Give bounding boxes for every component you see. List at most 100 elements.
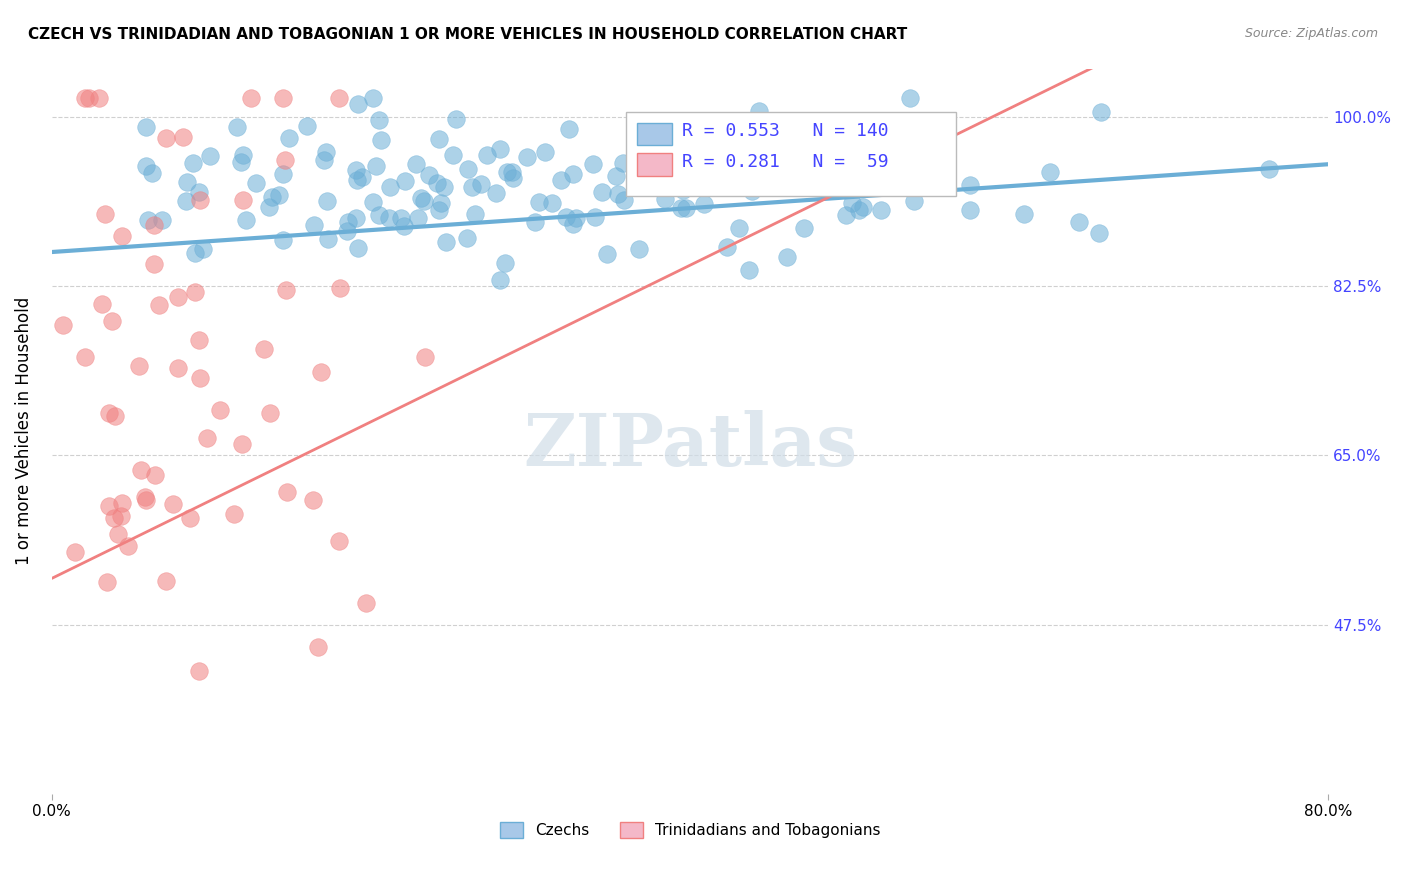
Point: [612, 156, 634, 170]
Point: [172, 130, 194, 145]
Point: [103, 511, 125, 525]
Point: [852, 200, 875, 214]
Point: [257, 200, 280, 214]
Point: [527, 194, 550, 209]
Point: [208, 403, 231, 417]
Point: [232, 148, 254, 162]
Point: [188, 334, 211, 348]
Point: [464, 207, 486, 221]
Point: [75, 90, 97, 104]
Point: [271, 233, 294, 247]
Point: [135, 159, 157, 173]
Point: [683, 157, 706, 171]
Point: [344, 211, 367, 225]
Point: [495, 165, 517, 179]
Point: [430, 196, 453, 211]
Point: [235, 212, 257, 227]
Point: [1039, 164, 1062, 178]
Point: [302, 218, 325, 232]
Point: [52, 318, 75, 332]
Point: [87, 90, 110, 104]
Point: [245, 176, 267, 190]
Point: [350, 169, 373, 184]
Point: [239, 90, 262, 104]
Point: [627, 242, 650, 256]
Point: [198, 148, 221, 162]
Point: [737, 263, 759, 277]
Point: [561, 167, 583, 181]
Point: [134, 490, 156, 504]
Point: [841, 196, 863, 211]
Point: [533, 145, 555, 160]
Point: [97, 406, 120, 420]
Point: [344, 163, 367, 178]
Point: [413, 194, 436, 208]
Point: [394, 174, 416, 188]
Point: [370, 133, 392, 147]
Point: [347, 241, 370, 255]
Point: [368, 112, 391, 127]
Point: [672, 182, 695, 196]
Point: [176, 175, 198, 189]
Point: [141, 166, 163, 180]
Point: [748, 176, 770, 190]
Point: [870, 202, 893, 217]
Point: [148, 298, 170, 312]
Point: [276, 485, 298, 500]
Point: [97, 500, 120, 514]
Point: [461, 180, 484, 194]
Point: [561, 217, 583, 231]
Point: [959, 178, 981, 192]
Point: [77, 90, 100, 104]
Text: ZIPatlas: ZIPatlas: [523, 410, 858, 482]
Point: [811, 168, 834, 182]
Point: [336, 224, 359, 238]
Point: [111, 228, 134, 243]
Point: [162, 497, 184, 511]
Point: [273, 153, 295, 167]
Point: [823, 144, 845, 158]
Text: Source: ZipAtlas.com: Source: ZipAtlas.com: [1244, 27, 1378, 40]
Point: [495, 256, 517, 270]
Point: [150, 212, 173, 227]
Point: [1090, 105, 1112, 120]
Point: [565, 211, 588, 225]
Point: [63, 545, 86, 559]
Point: [267, 188, 290, 202]
Point: [488, 142, 510, 156]
Point: [485, 186, 508, 200]
Point: [316, 232, 339, 246]
Point: [366, 159, 388, 173]
Point: [329, 281, 352, 295]
Point: [188, 193, 211, 207]
Point: [131, 463, 153, 477]
Point: [174, 194, 197, 208]
Point: [347, 97, 370, 112]
Point: [111, 496, 134, 510]
Point: [793, 221, 815, 235]
Point: [645, 125, 668, 139]
Point: [224, 507, 246, 521]
Point: [489, 273, 512, 287]
Point: [558, 121, 581, 136]
Point: [1069, 215, 1091, 229]
Point: [188, 371, 211, 385]
Point: [441, 148, 464, 162]
Point: [924, 137, 946, 152]
Point: [470, 177, 492, 191]
Point: [336, 215, 359, 229]
Point: [136, 213, 159, 227]
Point: [117, 539, 139, 553]
Text: R = 0.553   N = 140: R = 0.553 N = 140: [682, 122, 889, 140]
Point: [853, 174, 876, 188]
Point: [433, 179, 456, 194]
Point: [901, 163, 924, 178]
Point: [456, 231, 478, 245]
Point: [641, 158, 664, 172]
Point: [259, 406, 281, 420]
Point: [142, 219, 165, 233]
Point: [756, 144, 779, 158]
Point: [671, 145, 693, 160]
Point: [591, 185, 613, 199]
Point: [848, 202, 870, 217]
